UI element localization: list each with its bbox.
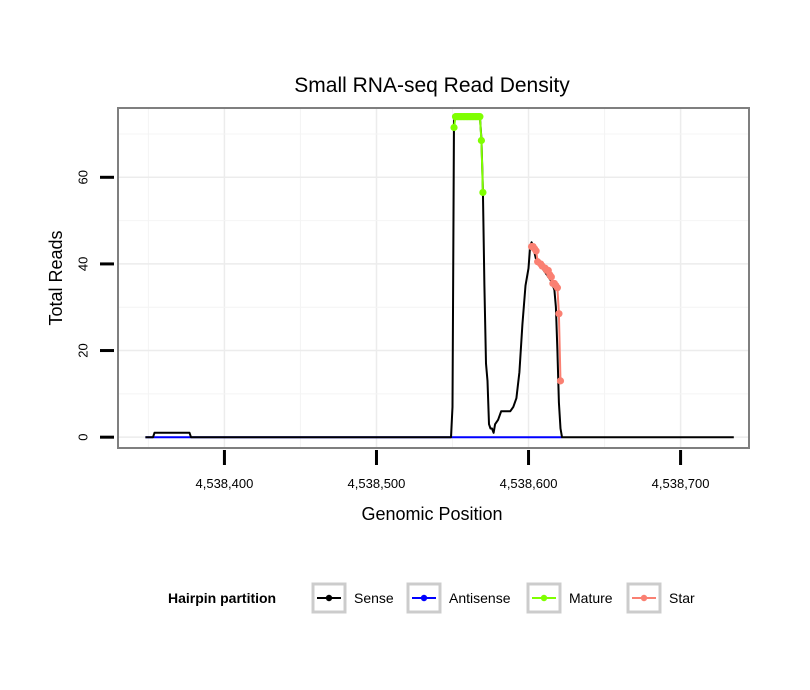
data-point-star — [555, 310, 563, 318]
legend-key-point — [640, 594, 648, 602]
series-line-sense — [145, 115, 734, 439]
legend-key-point — [420, 594, 428, 602]
x-tick-label: 4,538,400 — [196, 476, 254, 491]
data-point-mature — [450, 123, 458, 132]
legend-label: Antisense — [449, 590, 511, 606]
chart-title: Small RNA-seq Read Density — [294, 74, 570, 97]
legend-item-mature: Mature — [526, 582, 613, 614]
legend-item-antisense: Antisense — [406, 582, 511, 614]
legend-key-point — [540, 594, 548, 602]
legend-label: Sense — [354, 590, 394, 606]
legend-item-star: Star — [626, 582, 695, 614]
y-tick-label: 20 — [75, 343, 90, 357]
legend-title: Hairpin partition — [168, 590, 276, 606]
legend-key-point — [325, 594, 333, 602]
data-point-star — [547, 273, 555, 281]
y-tick-label: 60 — [75, 170, 90, 184]
data-point-mature — [476, 113, 484, 121]
data-point-star — [532, 247, 540, 255]
y-axis: 0 20 40 60 — [75, 170, 114, 441]
x-axis: 4,538,400 4,538,500 4,538,600 4,538,700 — [196, 450, 710, 491]
y-tick-label: 0 — [75, 434, 90, 441]
x-tick-label: 4,538,700 — [652, 476, 710, 491]
legend-item-sense: Sense — [311, 582, 394, 614]
x-tick-label: 4,538,500 — [348, 476, 406, 491]
grid — [118, 108, 749, 448]
y-tick-label: 40 — [75, 257, 90, 271]
legend: Hairpin partition Sense Antisense Mature St… — [168, 582, 695, 614]
x-tick-label: 4,538,600 — [500, 476, 558, 491]
data-point-star — [553, 284, 562, 292]
series-group — [145, 113, 734, 439]
plot-panel-border — [117, 107, 750, 449]
data-point-mature — [477, 136, 485, 145]
data-point-star — [556, 377, 565, 385]
series-line-mature — [453, 115, 484, 193]
y-axis-title: Total Reads — [46, 230, 66, 325]
x-axis-title: Genomic Position — [361, 504, 502, 524]
legend-label: Mature — [569, 590, 613, 606]
data-point-mature — [479, 188, 487, 197]
legend-label: Star — [669, 590, 695, 606]
